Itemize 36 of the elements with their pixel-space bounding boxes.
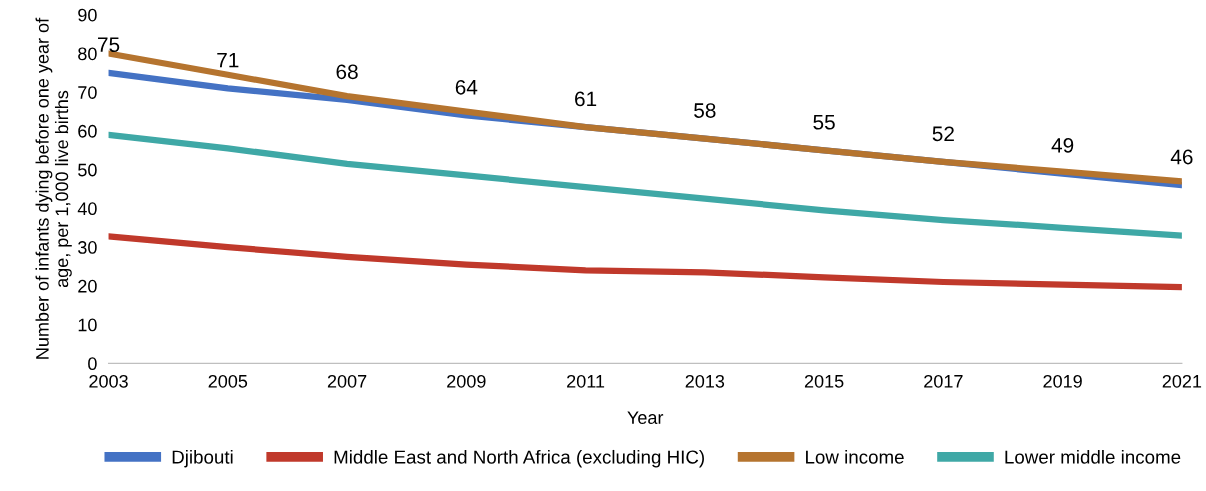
data-label: 71 (217, 53, 239, 68)
x-tick-label: 2013 (685, 374, 725, 388)
y-tick-label: 30 (78, 241, 97, 254)
y-tick-label: 40 (77, 202, 97, 216)
y-tick-label: 10 (78, 318, 97, 332)
legend-label: Low income (806, 449, 904, 464)
x-tick-label: 2003 (89, 374, 128, 388)
y-tick-label: 70 (78, 86, 97, 99)
x-tick-label: 2019 (1043, 374, 1082, 388)
data-label: 64 (455, 79, 478, 95)
x-tick-label: 2009 (447, 374, 486, 388)
x-tick-label: 2005 (208, 374, 248, 388)
data-label: 52 (932, 126, 954, 142)
y-tick-label: 80 (78, 47, 97, 61)
y-tick-label: 0 (88, 357, 97, 371)
legend-label: Middle East and North Africa (excluding HIC) (334, 449, 704, 468)
x-tick-label: 2017 (924, 374, 963, 388)
legend-label: Lower middle income (1005, 449, 1181, 464)
y-tick-label: 50 (78, 163, 97, 177)
data-label: 61 (575, 91, 597, 107)
x-tick-label: 2011 (567, 374, 605, 388)
y-axis-title: Number of infants dying before one year of age, per 1,000 live births (35, 17, 72, 359)
data-label: 58 (694, 103, 716, 118)
x-tick-label: 2015 (804, 374, 844, 388)
y-tick-label: 90 (78, 8, 97, 22)
x-tick-label: 2021 (1162, 374, 1202, 388)
x-tick-label: 2007 (327, 374, 367, 388)
legend-label: Djibouti (172, 449, 233, 468)
data-label: 68 (336, 64, 358, 80)
data-label: 55 (813, 114, 835, 130)
data-label: 49 (1051, 138, 1074, 153)
data-label: 46 (1170, 149, 1193, 165)
y-tick-label: 60 (78, 124, 97, 138)
x-axis-title: Year (627, 411, 664, 424)
y-tick-label: 20 (78, 279, 97, 293)
data-label: 75 (98, 37, 120, 53)
